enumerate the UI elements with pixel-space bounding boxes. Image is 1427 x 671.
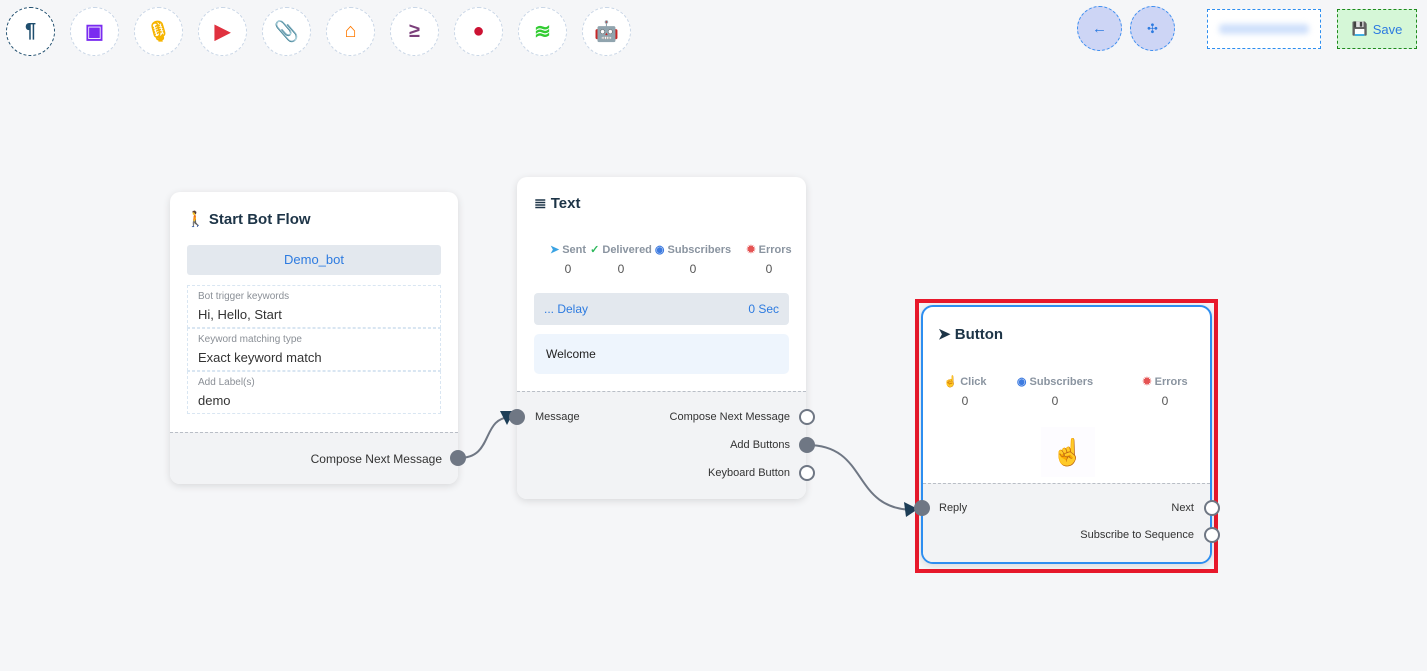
subscribers-icon: ◉	[654, 244, 665, 256]
stat-sent: ➤ Sent 0	[528, 243, 608, 276]
bot-name-badge[interactable]	[1207, 9, 1321, 49]
stat-label: Subscribers	[1029, 376, 1094, 388]
input-port[interactable]	[914, 500, 930, 516]
selection-highlight	[915, 299, 1218, 573]
output-port[interactable]	[1204, 527, 1220, 543]
errors-icon: ✹	[746, 244, 756, 256]
cursor-icon: ➤	[938, 326, 951, 343]
keyword-matching-field: Keyword matching type Exact keyword match	[187, 328, 441, 371]
input-label: Reply	[939, 502, 968, 514]
stat-value: 0	[617, 262, 625, 276]
input-label: Message	[535, 411, 580, 423]
save-button[interactable]: 💾 Save	[1337, 9, 1417, 49]
stat-subscribers: ◉ Subscribers 0	[653, 243, 733, 276]
toolbar-button-paragraph[interactable]: ¶	[6, 7, 55, 56]
greater-equal-icon: ≥	[409, 20, 420, 42]
stat-value: 0	[564, 262, 572, 276]
stat-label: Errors	[758, 244, 792, 256]
toolbar-button-stack[interactable]: ≋	[518, 7, 567, 56]
output-label: Subscribe to Sequence	[1080, 529, 1194, 541]
click-icon: ☝	[943, 376, 958, 388]
stack-icon: ≋	[534, 21, 551, 43]
compress-icon: ✣	[1147, 20, 1158, 36]
youtube-icon: ▶	[214, 21, 231, 43]
button-node[interactable]: ➤ Button ☝ Click 0 ◉ Subscribers 0 ✹ Errors 0…	[914, 305, 1220, 564]
image-icon: ▣	[85, 21, 104, 43]
node-footer: Message Compose Next Message Add Buttons…	[509, 391, 815, 499]
toolbar-button-youtube[interactable]: ▶	[198, 7, 247, 56]
output-port[interactable]	[799, 465, 815, 481]
microphone-icon: 🎙	[145, 21, 172, 43]
errors-icon: ✹	[1142, 376, 1152, 388]
toolbar-button-microphone[interactable]: 🎙	[134, 7, 183, 56]
arrow-left-icon: ←	[1092, 20, 1107, 37]
edge-arrow	[904, 502, 918, 517]
stat-click: ☝ Click 0	[923, 375, 1007, 408]
labels-field: Add Label(s) demo	[187, 371, 441, 414]
toolbar-button-robot[interactable]: 🤖	[582, 7, 631, 56]
node-title: Text	[550, 195, 581, 212]
blurred-bot-name	[1219, 24, 1309, 34]
output-port[interactable]	[799, 409, 815, 425]
toolbar-button-paperclip[interactable]: 📎	[262, 7, 311, 56]
drop-icon: ●	[472, 20, 485, 42]
edge-start-to-text	[458, 416, 513, 459]
node-title: Button	[954, 326, 1004, 343]
subscribers-icon: ◉	[1016, 376, 1027, 388]
hand-pointer-icon: ☝	[1041, 427, 1095, 477]
output-label: Next	[1171, 502, 1194, 514]
stat-value: 0	[961, 394, 969, 408]
delivered-icon: ✓	[590, 244, 600, 256]
input-port[interactable]	[509, 409, 525, 425]
compress-button[interactable]: ✣	[1130, 6, 1175, 51]
walking-icon: 🚶	[186, 211, 205, 228]
toolbar-button-drop[interactable]: ●	[454, 7, 503, 56]
robot-icon: 🤖	[594, 21, 619, 43]
save-label: Save	[1372, 21, 1403, 37]
sent-icon: ➤	[549, 244, 560, 256]
stat-value: 0	[1051, 394, 1059, 408]
toolbar-button-greater-equal[interactable]: ≥	[390, 7, 439, 56]
stat-label: Subscribers	[667, 244, 732, 256]
stat-label: Delivered	[602, 244, 652, 256]
output-port[interactable]	[1204, 500, 1220, 516]
edge-buttons-to-button	[806, 444, 916, 511]
stat-label: Click	[960, 376, 987, 388]
stat-label: Errors	[1154, 376, 1188, 388]
paperclip-icon: 📎	[274, 21, 299, 43]
node-title: Start Bot Flow	[208, 211, 311, 228]
trigger-keywords-field: Bot trigger keywords Hi, Hello, Start	[187, 285, 441, 328]
text-node[interactable]: ≣ Text ➤ Sent 0 ✓ Delivered 0 ◉ Subscribers 0…	[509, 177, 815, 499]
output-port[interactable]	[799, 437, 815, 453]
stat-value: 0	[689, 262, 697, 276]
delay-label: ... Delay	[544, 302, 589, 316]
output-port[interactable]	[450, 450, 466, 466]
output-label: Keyboard Button	[708, 467, 790, 479]
start-bot-flow-node[interactable]: 🚶 Start Bot Flow Demo_bot Bot trigger ke…	[170, 192, 466, 484]
output-label: Compose Next Message	[669, 411, 790, 423]
back-button[interactable]: ←	[1077, 6, 1122, 51]
output-label: Add Buttons	[730, 439, 790, 451]
stat-errors: ✹ Errors 0	[1123, 375, 1207, 408]
paragraph-icon: ¶	[24, 20, 37, 42]
toolbar-button-store[interactable]: ⌂	[326, 7, 375, 56]
node-footer: Compose Next Message	[170, 432, 466, 484]
delay-value: 0 Sec	[748, 302, 779, 316]
bot-name: Demo_bot	[187, 245, 441, 275]
stat-subscribers: ◉ Subscribers 0	[1013, 375, 1097, 408]
delay-bar[interactable]: ... Delay 0 Sec	[534, 293, 789, 325]
stat-value: 0	[765, 262, 773, 276]
store-icon: ⌂	[344, 20, 357, 42]
stat-errors: ✹ Errors 0	[729, 243, 809, 276]
node-footer: Reply Next Subscribe to Sequence	[914, 483, 1220, 562]
list-icon: ≣	[534, 195, 547, 212]
stat-value: 0	[1161, 394, 1169, 408]
stat-label: Sent	[562, 244, 587, 256]
stat-delivered: ✓ Delivered 0	[581, 243, 661, 276]
output-label: Compose Next Message	[310, 452, 442, 466]
toolbar-button-image[interactable]: ▣	[70, 7, 119, 56]
floppy-icon: 💾	[1351, 21, 1368, 36]
message-preview[interactable]: Welcome	[534, 334, 789, 374]
